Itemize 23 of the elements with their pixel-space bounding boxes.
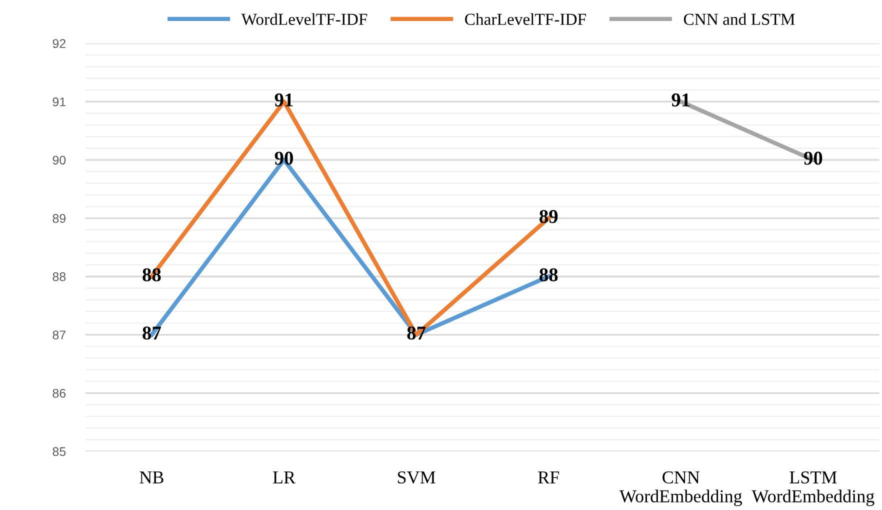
y-tick-label: 86 bbox=[52, 388, 66, 398]
y-tick-label: 90 bbox=[52, 156, 66, 165]
legend-label: CNN and LSTM bbox=[684, 13, 795, 25]
data-label: 88 bbox=[540, 268, 558, 282]
x-tick-label: SVM bbox=[398, 471, 436, 484]
x-tick-label: LR bbox=[272, 472, 296, 484]
x-tick-label: RF bbox=[538, 472, 559, 484]
y-tick-label: 88 bbox=[52, 272, 66, 282]
legend-label: WordLevelTF-IDF bbox=[241, 13, 368, 26]
y-tick-label: 85 bbox=[52, 447, 66, 456]
data-label: 90 bbox=[804, 152, 822, 165]
y-tick-label: 91 bbox=[52, 97, 66, 106]
data-label: 91 bbox=[274, 93, 293, 107]
y-tick-label: 92 bbox=[52, 39, 66, 48]
legend-label: CharLevelTF-IDF bbox=[465, 13, 586, 25]
x-tick-label: CNN WordEmbedding bbox=[619, 471, 742, 506]
y-tick-label: 89 bbox=[52, 214, 66, 223]
data-label: 91 bbox=[672, 93, 690, 107]
x-tick-label: NB bbox=[140, 472, 164, 484]
data-label: 90 bbox=[274, 152, 293, 165]
x-tick-label: LSTM WordEmbedding bbox=[752, 471, 874, 506]
data-label: 89 bbox=[540, 210, 558, 224]
y-tick-label: 87 bbox=[52, 330, 66, 340]
